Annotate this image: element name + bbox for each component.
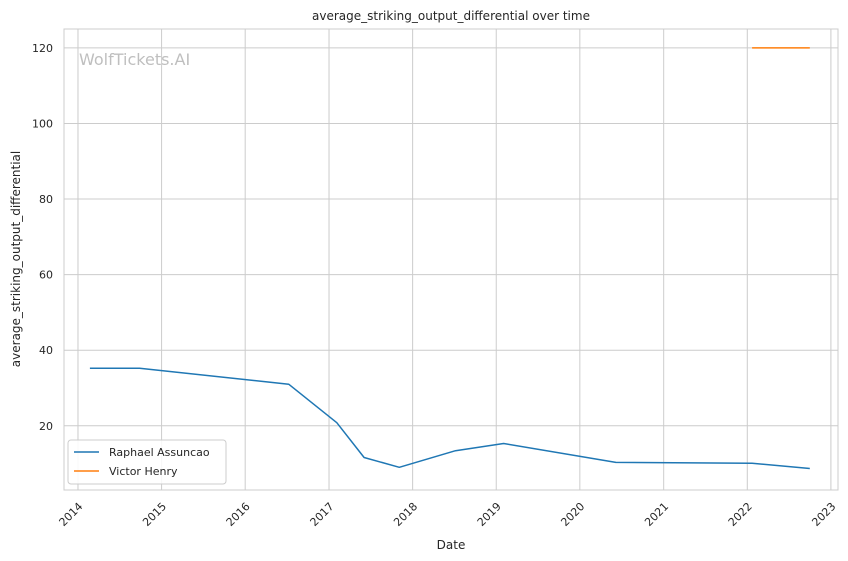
x-axis-label: Date [437,538,466,552]
y-axis-label: average_striking_output_differential [9,151,23,367]
plot-border [63,28,839,491]
legend: Raphael Assuncao Victor Henry [67,439,227,485]
series-lines [89,47,810,470]
y-gridlines [64,47,838,427]
y-tick-label: 20 [39,420,53,433]
x-tick-labels: 2014 2015 2016 2017 2018 2019 2020 2021 2022 2023 [57,500,839,529]
plot-area [64,29,838,490]
y-tick-label: 80 [39,193,53,206]
watermark: WolfTickets.AI [79,50,190,69]
legend-box [67,439,227,485]
legend-label-raphael-assuncao: Raphael Assuncao [109,446,210,459]
y-tick-label: 60 [39,269,53,282]
chart-title: average_striking_output_differential ove… [312,9,590,23]
y-tick-label: 40 [39,344,53,357]
y-tick-labels: 20 40 60 80 100 120 [32,42,53,433]
y-tick-label: 100 [32,117,53,130]
x-gridlines [77,29,832,490]
series-line-raphael-assuncao [89,367,810,470]
y-tick-label: 120 [32,42,53,55]
legend-label-victor-henry: Victor Henry [109,465,178,478]
